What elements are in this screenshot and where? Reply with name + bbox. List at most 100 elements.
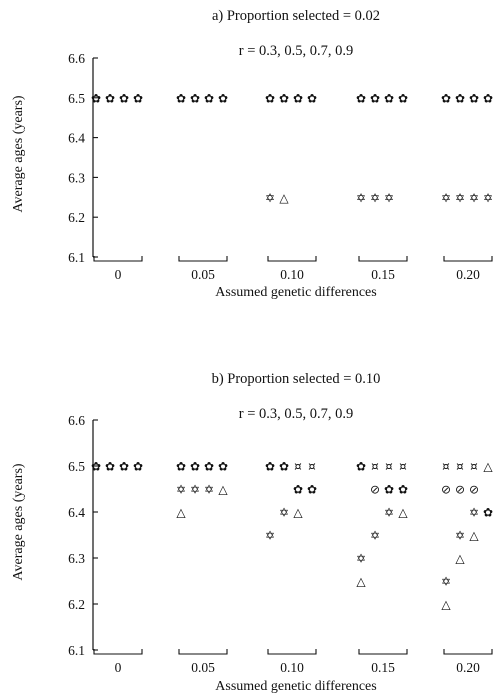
panel-b-ticks: 6.1 6.2 6.3 6.4 6.5 6.6 [68,413,98,658]
y-tick-label: 6.4 [68,131,85,146]
data-point: ✿ [91,460,101,474]
data-point: ✿ [119,460,129,474]
data-point: ✡ [265,191,275,205]
x-group-label: 0 [115,660,122,675]
group-bracket [178,256,228,262]
data-point: ✿ [307,91,317,105]
data-point: ✿ [469,91,479,105]
data-point: ✿ [356,91,366,105]
data-point: ✡ [469,506,479,520]
data-point: ✿ [265,460,275,474]
data-point: ✿ [176,91,186,105]
group-bracket [93,256,143,262]
data-point: ✡ [356,191,366,205]
data-point: ✡ [279,506,289,520]
data-point: △ [398,506,408,520]
group-bracket [267,649,317,655]
data-point: ✡ [455,191,465,205]
panel-a: a) Proportion selected = 0.02 r = 0.3, 0… [11,8,493,300]
group-bracket [358,649,408,655]
data-point: ✿ [190,460,200,474]
data-point: △ [483,460,493,474]
data-point: ⊘ [469,483,479,497]
y-tick-label: 6.5 [68,91,85,106]
panel-a-marks: ✿ ✿ ✿ ✿ ✿ ✿ ✿ ✿ ✿ ✿ ✿ ✿ ✡ △ ✿ ✿ ✿ ✿ ✡ ✡ ✡ ✿ ✿ ✿ ✿ ✡ ✡ ✡ ✡ [91,91,493,205]
data-point: ✿ [105,460,115,474]
data-point: ¤ [385,460,393,474]
group-bracket [443,256,493,262]
data-point: ⊘ [455,483,465,497]
panel-b-group-brackets: 0 0.05 0.10 0.15 0.20 [93,649,493,675]
data-point: △ [218,483,228,497]
y-tick-label: 6.4 [68,505,85,520]
data-point: ✡ [384,191,394,205]
panel-b-marks: ✿ ✿ ✿ ✿ ✿ ✿ ✿ ✿ ✡ ✡ ✡ △ △ ✿ ✿ ¤ ¤ ✿ ✿ ✡ △ ✡ ✿ ¤ ¤ ¤ ⊘ ✿ ✿ ✡ △ ✡ ✡ △ ¤ ¤ ¤ △ ⊘ ⊘… [91,460,493,612]
data-point: ¤ [294,460,302,474]
data-point: ✡ [370,191,380,205]
data-point: ✿ [384,91,394,105]
data-point: △ [293,506,303,520]
y-tick-label: 6.5 [68,459,85,474]
panel-a-ticks: 6.1 6.2 6.3 6.4 6.5 6.6 [68,51,98,265]
data-point: ✿ [441,91,451,105]
y-tick-label: 6.6 [68,51,85,66]
data-point: ¤ [470,460,478,474]
data-point: ✿ [370,91,380,105]
data-point: ✿ [483,506,493,520]
data-point: △ [356,575,366,589]
data-point: ✿ [356,460,366,474]
group-bracket [358,256,408,262]
data-point: ✿ [218,91,228,105]
data-point: ✡ [455,529,465,543]
data-point: ✿ [384,483,394,497]
data-point: ✡ [441,575,451,589]
panel-b: b) Proportion selected = 0.10 r = 0.3, 0… [11,371,493,694]
x-group-label: 0.15 [371,267,395,282]
y-tick-label: 6.3 [68,170,85,185]
data-point: ✿ [483,91,493,105]
panel-b-subtitle: r = 0.3, 0.5, 0.7, 0.9 [239,406,354,422]
data-point: ✿ [176,460,186,474]
y-tick-label: 6.1 [68,250,85,265]
data-point: ✡ [441,191,451,205]
data-point: ✡ [265,529,275,543]
data-point: ✿ [218,460,228,474]
data-point: ✿ [105,91,115,105]
panel-b-y-axis-label: Average ages (years) [11,463,26,580]
x-group-label: 0.05 [191,267,215,282]
data-point: ✿ [279,91,289,105]
data-point: ✿ [133,460,143,474]
data-point: ✿ [190,91,200,105]
data-point: ✿ [265,91,275,105]
panel-a-x-axis-label: Assumed genetic differences [215,285,376,300]
panel-a-group-brackets: 0 0.05 0.10 0.15 0.20 [93,256,493,282]
x-group-label: 0.10 [280,660,304,675]
y-tick-label: 6.3 [68,551,85,566]
data-point: ✡ [190,483,200,497]
data-point: ✡ [176,483,186,497]
data-point: ¤ [371,460,379,474]
panel-a-y-axis-label: Average ages (years) [11,95,26,212]
data-point: ✿ [204,91,214,105]
y-tick-label: 6.2 [68,210,85,225]
data-point: ✿ [204,460,214,474]
data-point: ✿ [279,460,289,474]
y-tick-label: 6.6 [68,413,85,428]
data-point: ✿ [133,91,143,105]
data-point: ✿ [307,483,317,497]
data-point: △ [279,191,289,205]
x-group-label: 0.15 [371,660,395,675]
x-group-label: 0 [115,267,122,282]
data-point: ⊘ [370,483,380,497]
y-tick-label: 6.1 [68,643,85,658]
x-group-label: 0.20 [456,267,480,282]
group-bracket [93,649,143,655]
data-point: ✿ [119,91,129,105]
data-point: ✿ [293,483,303,497]
data-point: ¤ [308,460,316,474]
panel-b-x-axis-label: Assumed genetic differences [215,679,376,694]
x-group-label: 0.20 [456,660,480,675]
data-point: ✿ [455,91,465,105]
data-point: △ [469,529,479,543]
